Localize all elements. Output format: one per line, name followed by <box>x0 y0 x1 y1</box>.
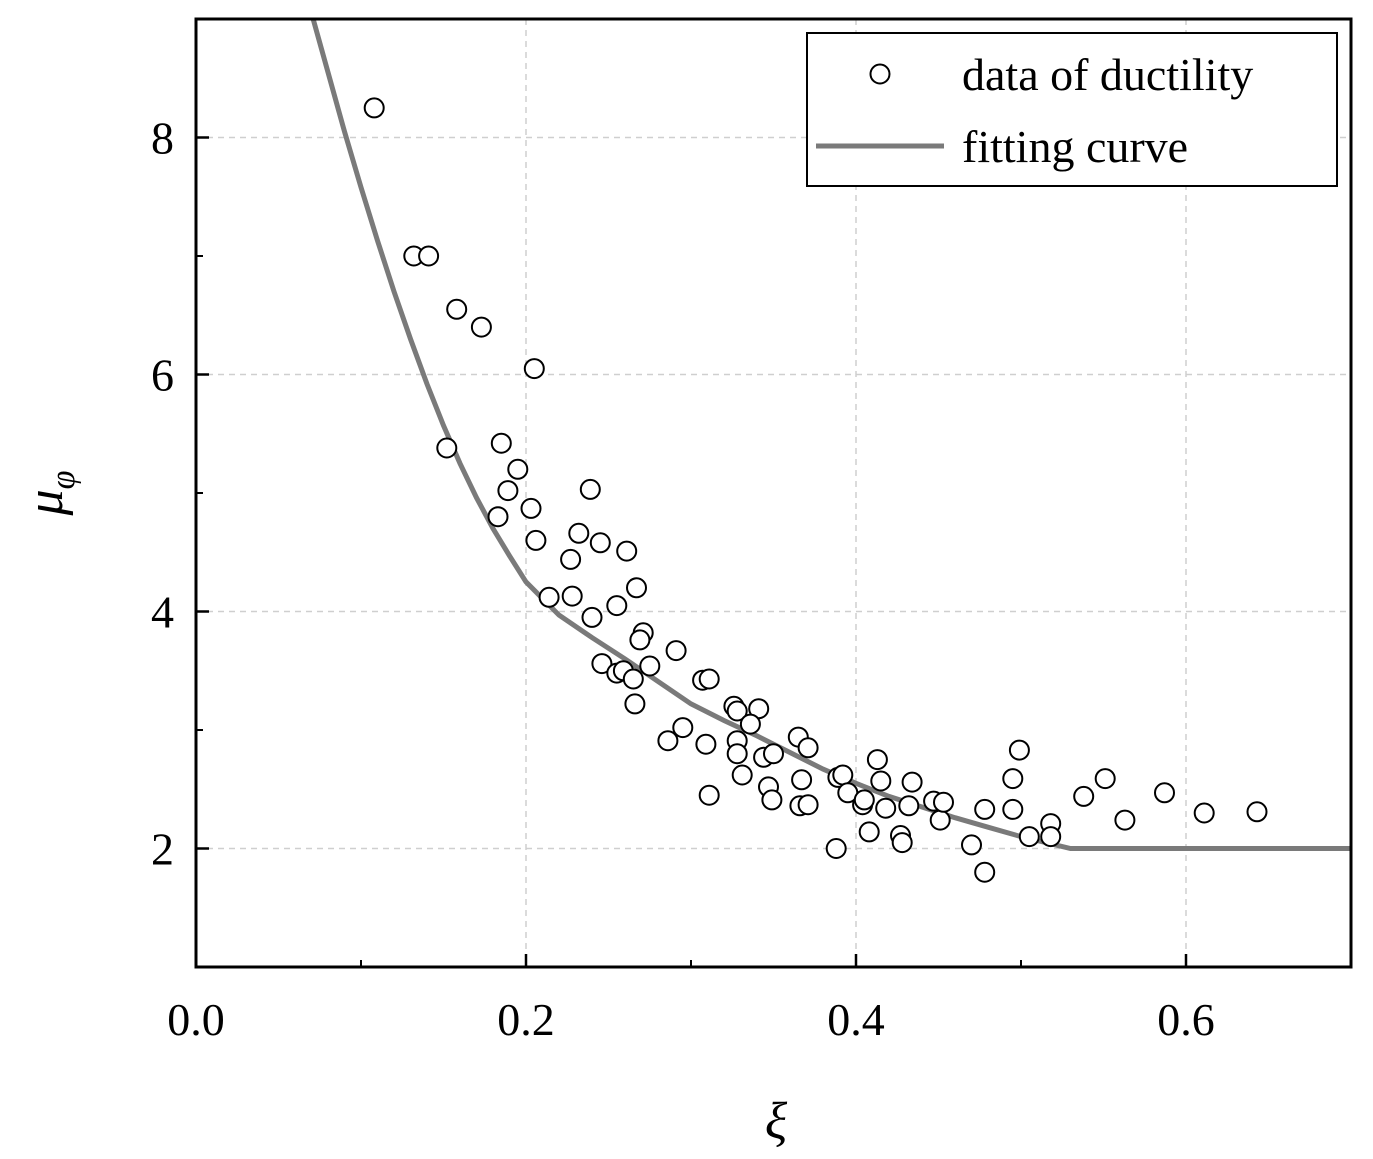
axis-ticks <box>194 136 1188 967</box>
data-point <box>657 730 679 752</box>
data-point <box>1154 782 1175 804</box>
data-point <box>875 797 897 819</box>
data-point <box>672 717 694 739</box>
data-point <box>579 478 601 500</box>
data-point <box>665 640 687 662</box>
legend-box <box>806 32 1338 187</box>
data-point <box>763 743 784 765</box>
data-points-layer <box>363 97 1268 883</box>
data-point <box>901 771 923 793</box>
data-point <box>629 629 651 651</box>
data-point <box>606 595 628 617</box>
data-point <box>560 548 582 570</box>
legend: data of ductility fitting curve <box>806 32 1338 187</box>
legend-label-data: data of ductility <box>962 49 1253 100</box>
data-point <box>507 458 529 480</box>
x-axis-label: ξ <box>765 1093 788 1150</box>
data-point <box>825 838 847 859</box>
data-point <box>858 821 880 843</box>
data-point <box>891 832 913 854</box>
data-point <box>791 769 813 791</box>
data-point <box>739 713 761 735</box>
data-point <box>1073 785 1095 807</box>
y-tick-label: 4 <box>151 587 174 638</box>
data-point <box>520 497 542 519</box>
data-point <box>490 432 512 454</box>
x-tick-labels: 0.0 0.2 0.4 0.6 <box>167 994 1215 1045</box>
data-point <box>726 700 748 722</box>
y-tick-label: 8 <box>151 113 174 164</box>
data-point <box>761 789 783 811</box>
data-point <box>624 693 646 715</box>
data-point <box>698 784 720 806</box>
data-point <box>1040 826 1062 848</box>
data-point <box>726 743 748 765</box>
data-point <box>538 586 560 608</box>
data-point <box>626 577 647 599</box>
data-point <box>832 764 854 786</box>
data-point <box>1246 801 1268 823</box>
y-tick-label: 2 <box>151 824 174 875</box>
data-point <box>731 764 753 786</box>
x-tick-label: 0.0 <box>167 994 225 1045</box>
legend-label-fit: fitting curve <box>962 121 1188 172</box>
data-point <box>436 437 458 459</box>
x-tick-label: 0.6 <box>1157 994 1215 1045</box>
data-point <box>870 770 892 792</box>
data-point <box>622 668 644 690</box>
data-point <box>1008 739 1030 761</box>
data-point <box>487 506 509 528</box>
legend-marker-data <box>869 63 891 85</box>
y-axis-label: μ <box>17 489 74 516</box>
data-point <box>568 522 590 544</box>
data-point <box>961 834 982 856</box>
data-point <box>497 480 519 502</box>
data-point <box>698 668 720 690</box>
data-point <box>933 791 954 813</box>
data-point <box>523 358 545 380</box>
data-point <box>974 798 996 820</box>
data-point <box>591 653 613 675</box>
svg-text:μφ: μφ <box>17 471 82 517</box>
y-axis-label-group: μφ <box>17 471 82 517</box>
data-point <box>525 529 547 551</box>
data-point <box>853 789 875 811</box>
data-point <box>616 540 638 562</box>
x-tick-label: 0.2 <box>497 994 555 1045</box>
data-point <box>695 733 717 755</box>
data-point <box>1018 826 1040 848</box>
data-point <box>363 97 385 119</box>
y-tick-labels: 2 4 6 8 <box>151 113 174 875</box>
data-point <box>797 737 819 759</box>
data-point <box>446 298 468 320</box>
data-point <box>561 585 583 607</box>
data-point <box>929 809 951 831</box>
y-tick-label: 6 <box>151 350 174 401</box>
y-axis-label-subscript: φ <box>45 471 82 490</box>
data-point <box>1193 802 1215 824</box>
data-point <box>470 316 492 338</box>
data-point <box>589 532 611 554</box>
data-point <box>581 606 603 628</box>
data-point <box>639 655 661 677</box>
data-point <box>418 245 440 267</box>
data-point <box>1002 768 1024 790</box>
data-point <box>1114 809 1136 831</box>
data-point <box>1094 768 1116 790</box>
data-point <box>898 795 920 817</box>
data-point <box>1002 798 1024 820</box>
data-point <box>974 861 996 883</box>
data-point <box>797 794 819 816</box>
data-point <box>866 749 888 771</box>
x-tick-label: 0.4 <box>827 994 885 1045</box>
